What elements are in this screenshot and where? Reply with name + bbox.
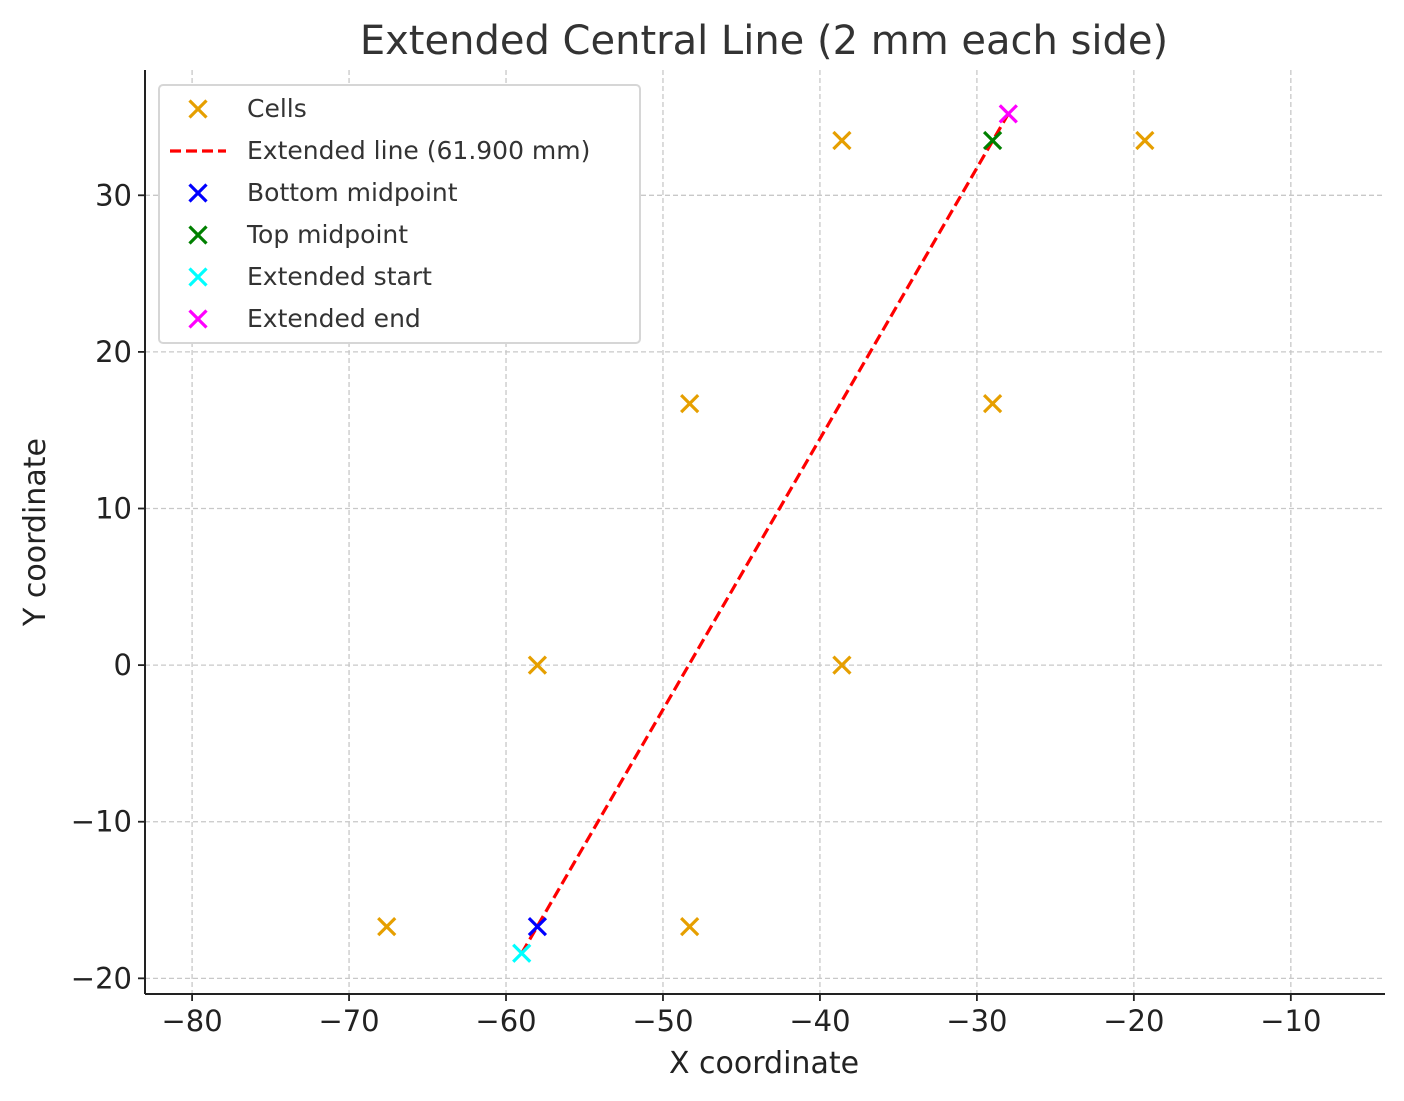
cells-marker [377, 917, 397, 937]
y-axis-label: Y coordinate [18, 438, 53, 627]
y-tick-label: 30 [95, 178, 132, 212]
x-tick-label: −50 [632, 1004, 693, 1038]
x-tick-label: −30 [946, 1004, 1007, 1038]
y-tick-label: −10 [71, 805, 132, 839]
top-midpoint-marker [982, 130, 1003, 151]
y-tick-label: 10 [95, 492, 132, 526]
legend-label: Extended end [247, 304, 421, 333]
extended-end-marker [998, 104, 1018, 124]
x-axis-label: X coordinate [669, 1046, 859, 1081]
legend-label: Top midpoint [246, 220, 408, 249]
cells-marker [680, 917, 700, 937]
legend-extended-start-swatch [188, 267, 208, 287]
chart-title: Extended Central Line (2 mm each side) [360, 18, 1168, 64]
extended-start-marker [512, 943, 532, 963]
legend-cells-swatch [188, 99, 208, 119]
legend-box [158, 84, 641, 344]
legend-label: Bottom midpoint [247, 178, 458, 207]
legend-extended-end-swatch [188, 309, 208, 329]
axes [144, 70, 1385, 995]
legend-label: Extended line (61.900 mm) [247, 136, 590, 165]
extended-line [520, 113, 1010, 955]
legend-label: Extended start [247, 262, 432, 291]
x-tick-label: −40 [789, 1004, 850, 1038]
plot-area [377, 104, 1155, 963]
cells-marker [1135, 130, 1155, 151]
x-tick-label: −70 [318, 1004, 379, 1038]
y-tick-label: 0 [114, 648, 132, 682]
y-tick-label: 20 [95, 335, 132, 369]
legend-label: Cells [247, 94, 307, 123]
x-tick-label: −60 [475, 1004, 536, 1038]
grid [145, 70, 1385, 994]
cells-marker [832, 130, 852, 151]
x-tick-label: −80 [161, 1004, 222, 1038]
legend-top-midpoint-swatch [188, 225, 208, 245]
cells-marker [982, 393, 1003, 414]
bottom-midpoint-marker [527, 917, 548, 937]
cells-marker [832, 655, 852, 675]
legend-bottom-midpoint-swatch [188, 183, 208, 203]
cells-marker [527, 655, 548, 675]
x-tick-label: −20 [1103, 1004, 1164, 1038]
cells-marker [680, 393, 700, 414]
y-tick-label: −20 [71, 961, 132, 995]
legend: Cells Extended line (61.900 mm) Bottom mid… [158, 84, 641, 344]
ticks: −80 −70 −60 −50 −40 −30 −20 −10 −20 −10 0 10 20 30 [71, 178, 1322, 1038]
x-tick-label: −10 [1260, 1004, 1321, 1038]
